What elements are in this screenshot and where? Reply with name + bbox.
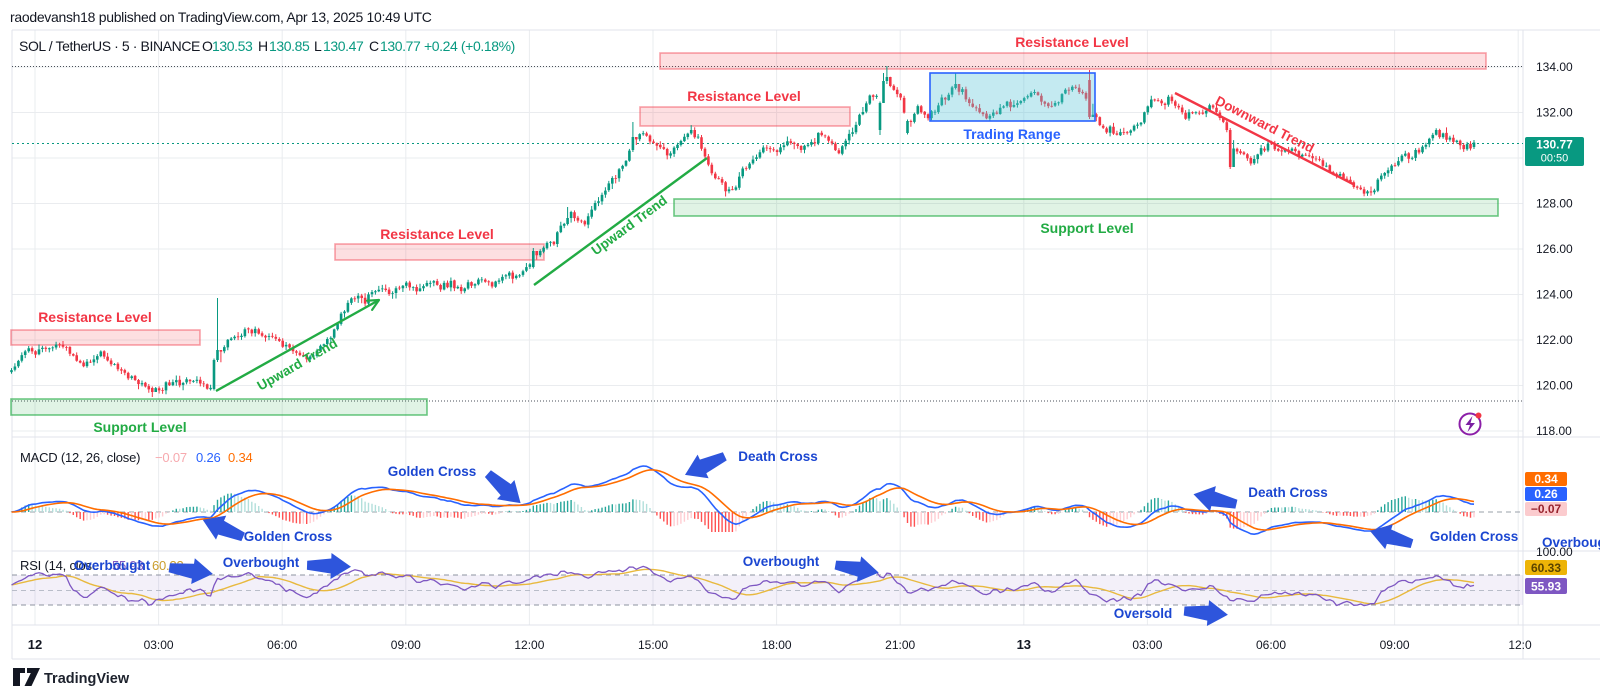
svg-text:124.00: 124.00 xyxy=(1536,288,1573,302)
svg-text:12: 12 xyxy=(28,637,42,652)
svg-text:Death Cross: Death Cross xyxy=(1248,485,1328,500)
svg-text:122.00: 122.00 xyxy=(1536,333,1573,347)
svg-text:15:00: 15:00 xyxy=(638,638,668,652)
svg-text:12:0: 12:0 xyxy=(1508,638,1532,652)
svg-text:21:00: 21:00 xyxy=(885,638,915,652)
svg-text:Overbough: Overbough xyxy=(1542,535,1600,550)
svg-text:TradingView: TradingView xyxy=(44,671,130,687)
svg-text:134.00: 134.00 xyxy=(1536,60,1573,74)
svg-text:Resistance Level: Resistance Level xyxy=(380,226,494,242)
svg-text:Overbought: Overbought xyxy=(223,555,300,570)
svg-text:Support Level: Support Level xyxy=(1040,220,1133,236)
svg-text:120.00: 120.00 xyxy=(1536,379,1573,393)
svg-text:Golden Cross: Golden Cross xyxy=(1430,529,1519,544)
svg-text:03:00: 03:00 xyxy=(144,638,174,652)
svg-text:Trading Range: Trading Range xyxy=(963,126,1060,142)
svg-text:0.26: 0.26 xyxy=(1534,487,1558,501)
svg-text:55.93: 55.93 xyxy=(1531,580,1561,594)
svg-text:09:00: 09:00 xyxy=(1380,638,1410,652)
svg-text:118.00: 118.00 xyxy=(1536,424,1572,438)
svg-text:Overbought: Overbought xyxy=(743,554,820,569)
svg-text:Resistance Level: Resistance Level xyxy=(38,309,152,325)
svg-text:128.00: 128.00 xyxy=(1536,197,1573,211)
svg-text:Death Cross: Death Cross xyxy=(738,449,818,464)
svg-text:100.00: 100.00 xyxy=(1536,545,1573,559)
svg-text:Golden Cross: Golden Cross xyxy=(244,529,333,544)
svg-text:12:00: 12:00 xyxy=(514,638,544,652)
svg-text:13: 13 xyxy=(1017,637,1031,652)
svg-text:MACD (12, 26, close)−0.070.260: MACD (12, 26, close) −0.07 0.26 0.34 xyxy=(20,450,253,465)
svg-text:0.34: 0.34 xyxy=(1534,472,1558,486)
svg-text:00:50: 00:50 xyxy=(1541,153,1569,165)
svg-text:06:00: 06:00 xyxy=(1256,638,1286,652)
svg-text:60.33: 60.33 xyxy=(1531,561,1561,575)
svg-text:Resistance Level: Resistance Level xyxy=(1015,34,1129,50)
svg-text:Resistance Level: Resistance Level xyxy=(687,88,801,104)
svg-text:06:00: 06:00 xyxy=(267,638,297,652)
svg-text:raodevansh18 published on Trad: raodevansh18 published on TradingView.co… xyxy=(10,9,432,25)
svg-text:Oversold: Oversold xyxy=(1114,606,1173,621)
svg-text:03:00: 03:00 xyxy=(1132,638,1162,652)
svg-text:Support Level: Support Level xyxy=(93,419,186,435)
svg-text:130.77: 130.77 xyxy=(1536,138,1573,152)
svg-text:Overbought: Overbought xyxy=(74,558,151,573)
svg-text:Golden Cross: Golden Cross xyxy=(388,464,477,479)
svg-text:09:00: 09:00 xyxy=(391,638,421,652)
svg-text:18:00: 18:00 xyxy=(762,638,792,652)
svg-text:−0.07: −0.07 xyxy=(1531,502,1562,516)
svg-text:126.00: 126.00 xyxy=(1536,242,1573,256)
svg-text:132.00: 132.00 xyxy=(1536,106,1573,120)
